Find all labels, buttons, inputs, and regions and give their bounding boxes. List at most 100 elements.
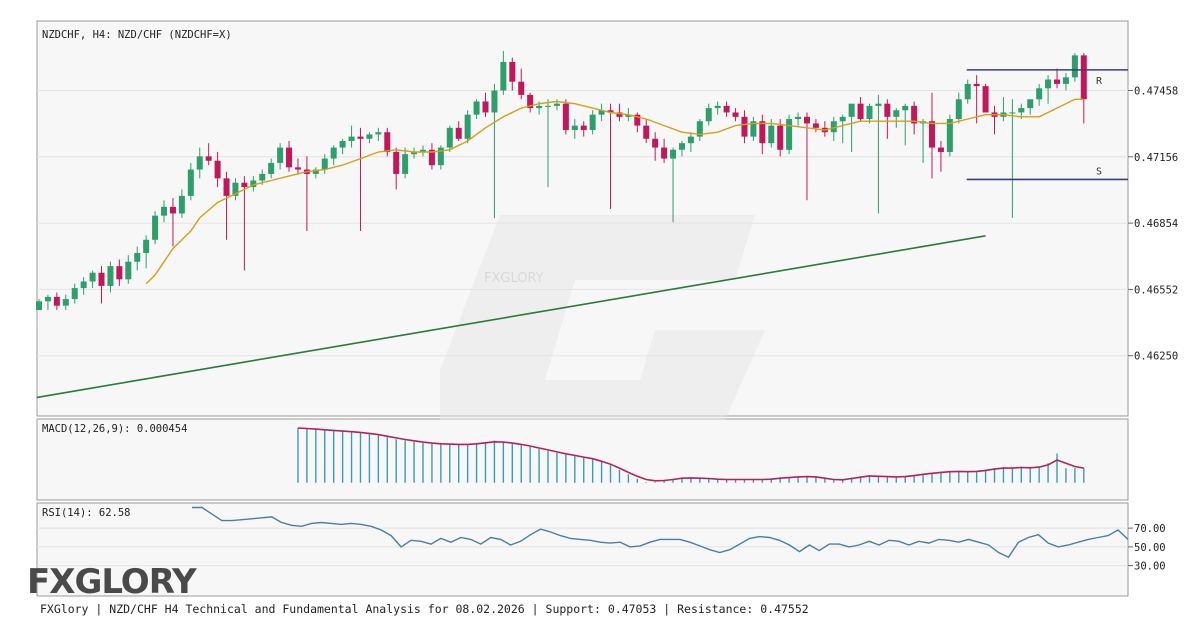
candle-body: [196, 156, 203, 170]
candle-body: [446, 127, 453, 148]
candle-body: [553, 103, 560, 106]
candle-body: [402, 154, 409, 174]
candle-body: [518, 81, 525, 95]
resistance-value: 0.47552: [760, 602, 809, 616]
candle-body: [902, 105, 909, 111]
footer-separator: |: [531, 602, 539, 616]
candle-body: [652, 138, 659, 148]
candle-body: [955, 99, 962, 120]
support-label: Support:: [545, 602, 601, 616]
candle-body: [134, 252, 141, 262]
candle-body: [634, 114, 641, 126]
candle-body: [330, 147, 337, 159]
candle-body: [62, 299, 69, 306]
resistance-label: Resistance:: [677, 602, 754, 616]
candle-body: [678, 143, 685, 150]
candle-body: [795, 116, 802, 120]
candle-body: [786, 119, 793, 150]
candle-body: [116, 266, 123, 280]
candle-body: [232, 182, 239, 196]
candle-body: [848, 103, 855, 117]
candle-body: [36, 301, 42, 311]
candle-body: [366, 134, 373, 139]
moving-average-line: [145, 98, 1084, 285]
footer-title: NZD/CHF H4 Technical and Fundamental Ana…: [109, 602, 525, 616]
candle-body: [759, 121, 766, 144]
candle-body: [839, 116, 846, 122]
candle-body: [580, 125, 587, 131]
candle-body: [607, 110, 614, 113]
candle-body: [384, 132, 391, 152]
candle-body: [723, 105, 730, 113]
candle-body: [464, 114, 471, 139]
candle-body: [696, 121, 703, 137]
candle-body: [777, 125, 784, 150]
candle-body: [419, 149, 426, 152]
candle-body: [277, 147, 284, 163]
candle-body: [357, 136, 364, 139]
rsi-title: RSI(14): 62.58: [42, 507, 131, 519]
candle-body: [937, 147, 944, 152]
candle-body: [661, 147, 668, 159]
candle-body: [911, 105, 918, 124]
candle-body: [53, 296, 60, 306]
candle-body: [393, 151, 400, 174]
candle-body: [411, 151, 418, 155]
candle-body: [643, 125, 650, 139]
candle-body: [830, 121, 837, 133]
candle-body: [973, 83, 980, 87]
candle-body: [616, 112, 623, 117]
candle-body: [286, 147, 293, 168]
candle-body: [241, 182, 248, 188]
candle-body: [321, 158, 328, 170]
candle-body: [1027, 99, 1034, 109]
candle-body: [536, 105, 543, 109]
candle-body: [857, 103, 864, 120]
candle-body: [294, 167, 301, 170]
candle-body: [187, 169, 194, 196]
candle-body: [214, 160, 221, 179]
candle-body: [491, 90, 498, 113]
candle-body: [1071, 55, 1078, 78]
candle-body: [589, 114, 596, 131]
candle-body: [259, 173, 266, 181]
candle-body: [152, 215, 159, 240]
price-tick-label: 0.46250: [1134, 351, 1178, 363]
candle-body: [625, 114, 632, 117]
candle-body: [866, 105, 873, 120]
candle-body: [143, 239, 150, 253]
candle-body: [482, 101, 489, 113]
macd-title: MACD(12,26,9): 0.000454: [42, 423, 187, 435]
resistance-label: R: [1096, 76, 1103, 87]
watermark-text: FXGLORY: [484, 271, 544, 286]
candle-body: [1045, 79, 1052, 89]
support-label: S: [1096, 166, 1102, 177]
candle-body: [107, 266, 114, 286]
candle-body: [437, 147, 444, 166]
price-chart-title: NZDCHF, H4: NZD/CHF (NZDCHF=X): [42, 29, 232, 41]
candle-body: [964, 83, 971, 100]
price-tick-label: 0.46552: [1134, 284, 1178, 296]
candle-body: [705, 108, 712, 122]
candle-body: [893, 110, 900, 117]
macd-signal-line: [297, 427, 1084, 482]
support-value: 0.47053: [607, 602, 657, 616]
rsi-line: [192, 506, 1129, 559]
trendline: [36, 235, 986, 399]
candle-body: [205, 156, 212, 161]
candle-body: [428, 149, 435, 166]
candle-body: [741, 116, 748, 137]
candle-body: [714, 105, 721, 109]
candle-body: [473, 101, 480, 115]
candle-body: [687, 136, 694, 144]
candle-body: [875, 103, 882, 106]
candle-body: [545, 105, 552, 107]
candle-body: [375, 132, 382, 135]
candle-body: [268, 162, 275, 174]
rsi-tick-label: 70.00: [1134, 523, 1166, 535]
price-tick-label: 0.46854: [1134, 218, 1178, 230]
fxglory-logo: FXGLORY: [27, 562, 197, 602]
candle-body: [1054, 79, 1061, 84]
candle-body: [71, 288, 78, 300]
